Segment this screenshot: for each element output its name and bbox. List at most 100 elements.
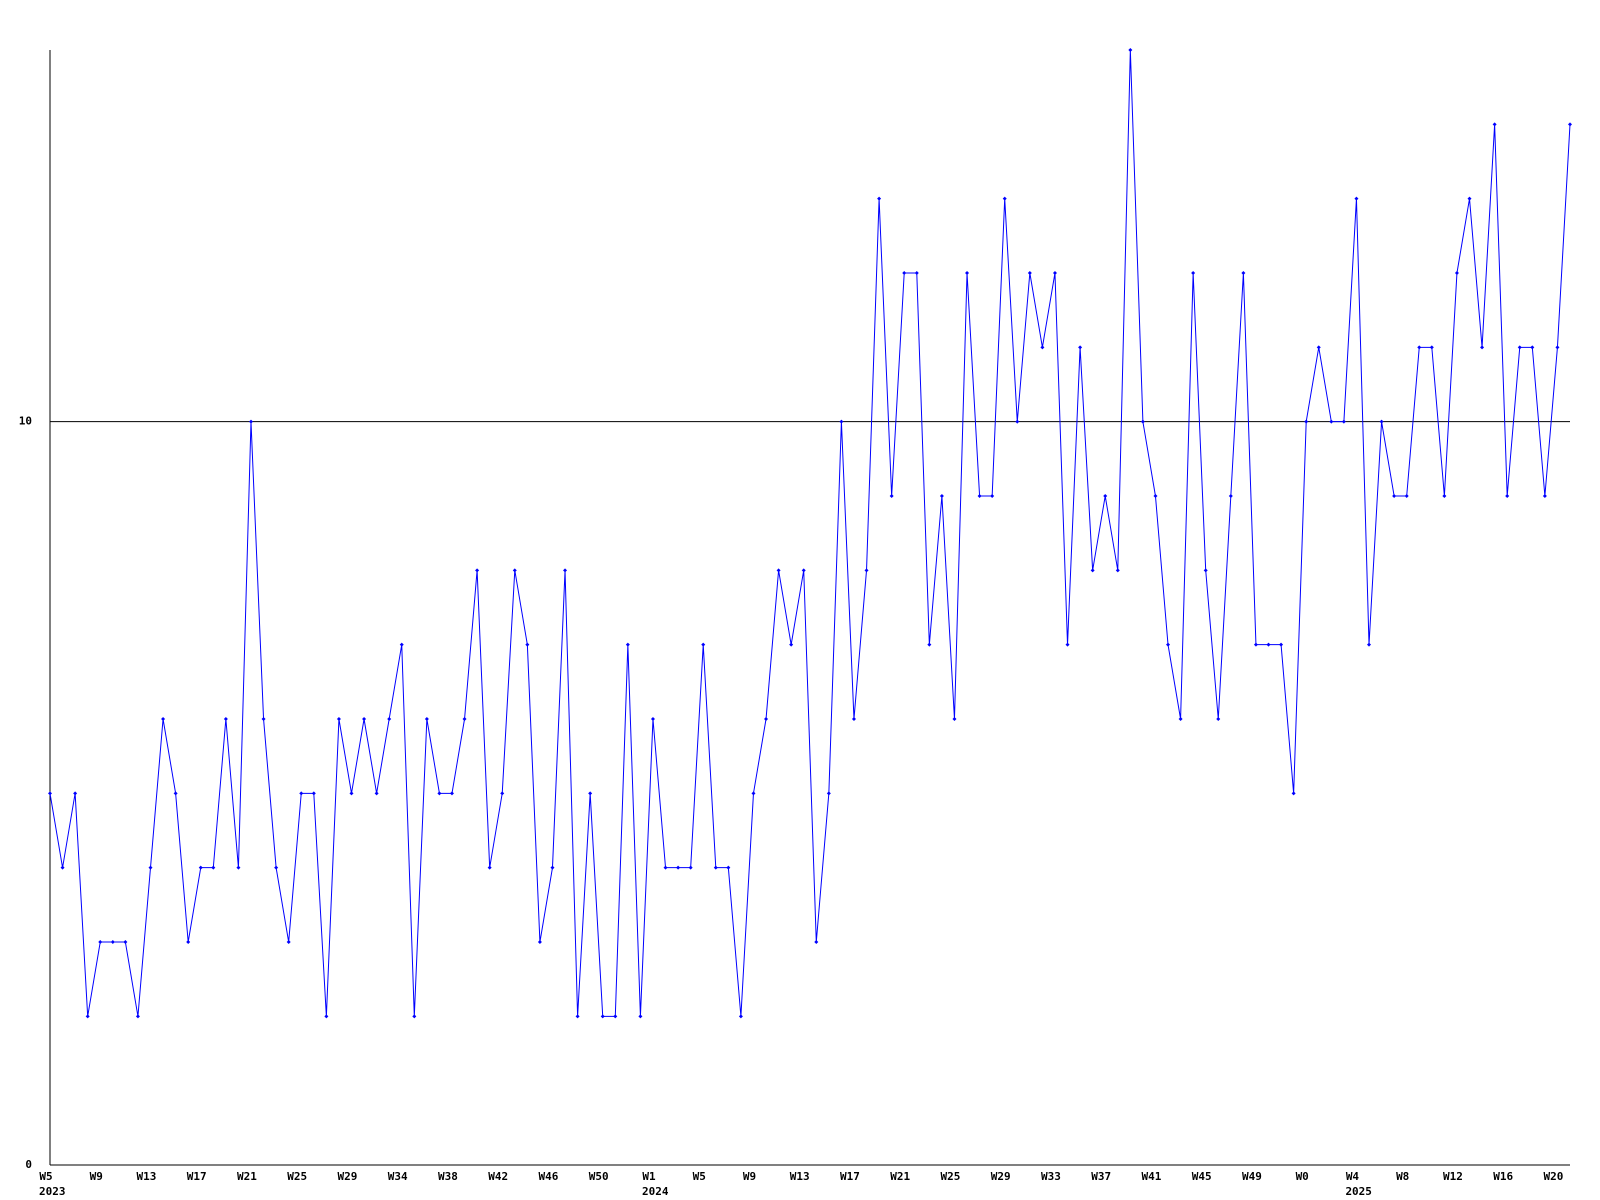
data-point bbox=[801, 568, 806, 573]
x-tick-label: W45 bbox=[1192, 1170, 1212, 1183]
data-point bbox=[1568, 122, 1572, 127]
data-point bbox=[1052, 271, 1057, 275]
data-point bbox=[977, 494, 982, 498]
data-point bbox=[98, 940, 103, 944]
data-point bbox=[1040, 345, 1045, 350]
data-point bbox=[688, 865, 693, 870]
x-tick-label: W41 bbox=[1142, 1170, 1162, 1183]
data-point bbox=[1379, 419, 1384, 424]
data-point bbox=[1140, 419, 1145, 424]
data-line bbox=[49, 49, 1571, 1017]
data-point bbox=[48, 791, 52, 796]
data-point bbox=[1505, 494, 1510, 498]
data-point bbox=[1178, 717, 1183, 721]
data-point bbox=[1015, 419, 1020, 424]
data-point bbox=[927, 642, 932, 647]
data-point bbox=[336, 717, 341, 721]
data-point bbox=[839, 419, 844, 424]
data-point bbox=[211, 865, 216, 870]
x-tick-label: W20 bbox=[1544, 1170, 1564, 1183]
data-point bbox=[701, 642, 706, 647]
data-point bbox=[1367, 642, 1372, 647]
data-point bbox=[525, 642, 530, 647]
data-point bbox=[248, 419, 253, 424]
data-point bbox=[173, 791, 178, 796]
y-tick-label: 10 bbox=[19, 415, 32, 428]
x-year-label: 2024 bbox=[642, 1185, 669, 1198]
x-tick-label: W42 bbox=[488, 1170, 508, 1183]
data-point bbox=[676, 865, 681, 870]
data-point bbox=[449, 791, 454, 796]
data-point bbox=[1002, 196, 1007, 201]
x-tick-label: W37 bbox=[1091, 1170, 1111, 1183]
x-tick-label: W21 bbox=[890, 1170, 910, 1183]
x-tick-label: W16 bbox=[1493, 1170, 1513, 1183]
data-point bbox=[1166, 642, 1171, 647]
data-point bbox=[1555, 345, 1560, 350]
x-tick-label: W33 bbox=[1041, 1170, 1061, 1183]
data-point bbox=[625, 642, 630, 647]
data-point bbox=[1480, 345, 1485, 350]
data-point bbox=[1115, 568, 1120, 573]
data-point bbox=[437, 791, 442, 796]
data-point bbox=[751, 791, 756, 796]
data-point bbox=[1065, 642, 1070, 647]
data-point bbox=[650, 717, 655, 721]
x-tick-label: W5 bbox=[39, 1170, 52, 1183]
data-point bbox=[563, 568, 568, 573]
data-point bbox=[1492, 122, 1497, 127]
x-tick-label: W9 bbox=[743, 1170, 756, 1183]
data-point bbox=[1542, 494, 1547, 498]
data-point bbox=[1467, 196, 1472, 201]
data-point bbox=[311, 791, 316, 796]
data-point bbox=[223, 717, 228, 721]
data-point bbox=[575, 1014, 580, 1019]
data-point bbox=[60, 865, 65, 870]
data-point bbox=[1316, 345, 1321, 350]
data-point bbox=[198, 865, 203, 870]
x-tick-label: W5 bbox=[693, 1170, 706, 1183]
data-point bbox=[1128, 48, 1133, 52]
data-point bbox=[349, 791, 354, 796]
x-year-label: 2023 bbox=[39, 1185, 66, 1198]
x-tick-label: W17 bbox=[187, 1170, 207, 1183]
data-point bbox=[1354, 196, 1359, 201]
data-point bbox=[713, 865, 718, 870]
data-point bbox=[726, 865, 731, 870]
y-tick-label: 0 bbox=[25, 1158, 32, 1171]
data-point bbox=[1517, 345, 1522, 350]
data-point bbox=[412, 1014, 417, 1019]
x-tick-label: W4 bbox=[1346, 1170, 1360, 1183]
data-point bbox=[1266, 642, 1271, 647]
data-point bbox=[764, 717, 769, 721]
data-point bbox=[1442, 494, 1447, 498]
data-point bbox=[877, 196, 882, 201]
data-point bbox=[1304, 419, 1309, 424]
data-point bbox=[1027, 271, 1032, 275]
data-point bbox=[776, 568, 781, 573]
data-point bbox=[1216, 717, 1221, 721]
data-point bbox=[851, 717, 856, 721]
data-point bbox=[110, 940, 115, 944]
data-point bbox=[864, 568, 869, 573]
data-point bbox=[826, 791, 831, 796]
data-point bbox=[1090, 568, 1095, 573]
data-point bbox=[738, 1014, 743, 1019]
data-point bbox=[814, 940, 819, 944]
data-point bbox=[186, 940, 191, 944]
data-point bbox=[613, 1014, 618, 1019]
data-point bbox=[889, 494, 894, 498]
data-point bbox=[1291, 791, 1296, 796]
data-point bbox=[663, 865, 668, 870]
data-point bbox=[537, 940, 542, 944]
data-point bbox=[286, 940, 291, 944]
x-tick-label: W34 bbox=[388, 1170, 408, 1183]
x-tick-label: W9 bbox=[90, 1170, 103, 1183]
data-point bbox=[1404, 494, 1409, 498]
data-point bbox=[387, 717, 392, 721]
data-point bbox=[512, 568, 517, 573]
data-point bbox=[462, 717, 467, 721]
data-point bbox=[1530, 345, 1535, 350]
x-tick-label: W25 bbox=[287, 1170, 307, 1183]
data-point bbox=[952, 717, 957, 721]
